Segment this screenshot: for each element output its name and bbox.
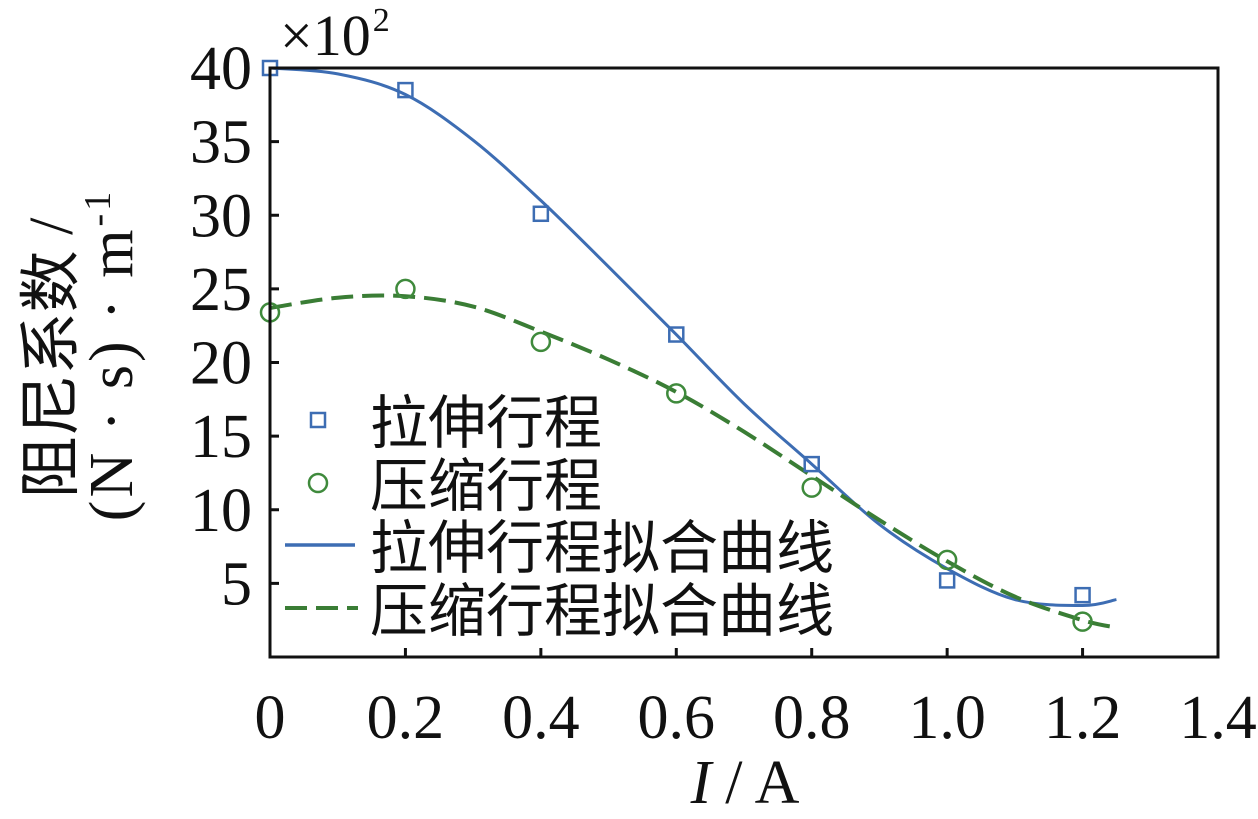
data-point-circle xyxy=(801,477,822,498)
legend-label-compression-fit: 压缩行程拟合曲线 xyxy=(370,579,834,644)
y-axis-unit-exponent: -1 xyxy=(77,189,119,227)
axis-tick-marks xyxy=(268,66,1220,657)
data-points-layer xyxy=(259,59,1093,632)
legend-circle-marker xyxy=(307,472,329,494)
legend-label-extension-fit: 拉伸行程拟合曲线 xyxy=(370,516,834,581)
y-axis-unit: (N · s) · m xyxy=(78,226,146,521)
x-tick-label: 0.6 xyxy=(638,684,716,752)
data-point-square xyxy=(668,326,685,343)
data-point-square xyxy=(532,205,550,223)
data-point-square xyxy=(938,572,956,589)
x-tick-label: 0.4 xyxy=(502,684,580,752)
data-point-square xyxy=(803,455,820,473)
y-tick-label: 10 xyxy=(190,477,252,545)
y-axis-multiplier-exponent: 2 xyxy=(373,2,390,39)
data-point-circle xyxy=(1072,611,1093,632)
data-point-circle xyxy=(395,278,416,300)
y-tick-label: 20 xyxy=(190,330,252,398)
legend-label-extension: 拉伸行程 xyxy=(370,391,602,456)
x-axis-unit: / A xyxy=(725,749,799,817)
legend-label-compression: 压缩行程 xyxy=(370,454,602,519)
y-tick-label: 5 xyxy=(221,550,252,618)
x-tick-label: 0.2 xyxy=(367,684,445,752)
y-tick-label: 30 xyxy=(190,182,252,250)
y-tick-label: 15 xyxy=(190,403,252,471)
fit-curve-solid xyxy=(269,66,1117,607)
x-tick-label: 1.2 xyxy=(1044,684,1122,752)
y-tick-label: 35 xyxy=(190,109,252,177)
x-tick-label: 0.8 xyxy=(773,684,851,752)
data-point-square xyxy=(1074,586,1091,604)
data-point-square xyxy=(397,81,414,99)
data-point-circle xyxy=(666,383,687,404)
x-tick-label: 0 xyxy=(255,684,286,752)
x-tick-label: 1.4 xyxy=(1179,684,1257,752)
y-axis-multiplier: ×102 xyxy=(280,2,390,68)
x-tick-label: 1.0 xyxy=(908,684,986,752)
data-point-circle xyxy=(936,549,958,571)
y-axis-label-line2: (N · s) · m-1 xyxy=(77,189,146,521)
legend-square-marker xyxy=(309,411,327,429)
y-axis-multiplier-base: ×10 xyxy=(280,3,371,68)
y-axis-label-line1: 阻尼系数 / xyxy=(18,217,86,499)
x-axis-label: I / A xyxy=(690,749,800,817)
data-point-circle xyxy=(530,331,552,353)
x-axis-variable: I xyxy=(690,749,715,817)
legend: 拉伸行程 压缩行程 拉伸行程拟合曲线 压缩行程拟合曲线 xyxy=(285,391,834,644)
y-tick-label: 25 xyxy=(190,256,252,324)
y-tick-label: 40 xyxy=(190,35,252,103)
